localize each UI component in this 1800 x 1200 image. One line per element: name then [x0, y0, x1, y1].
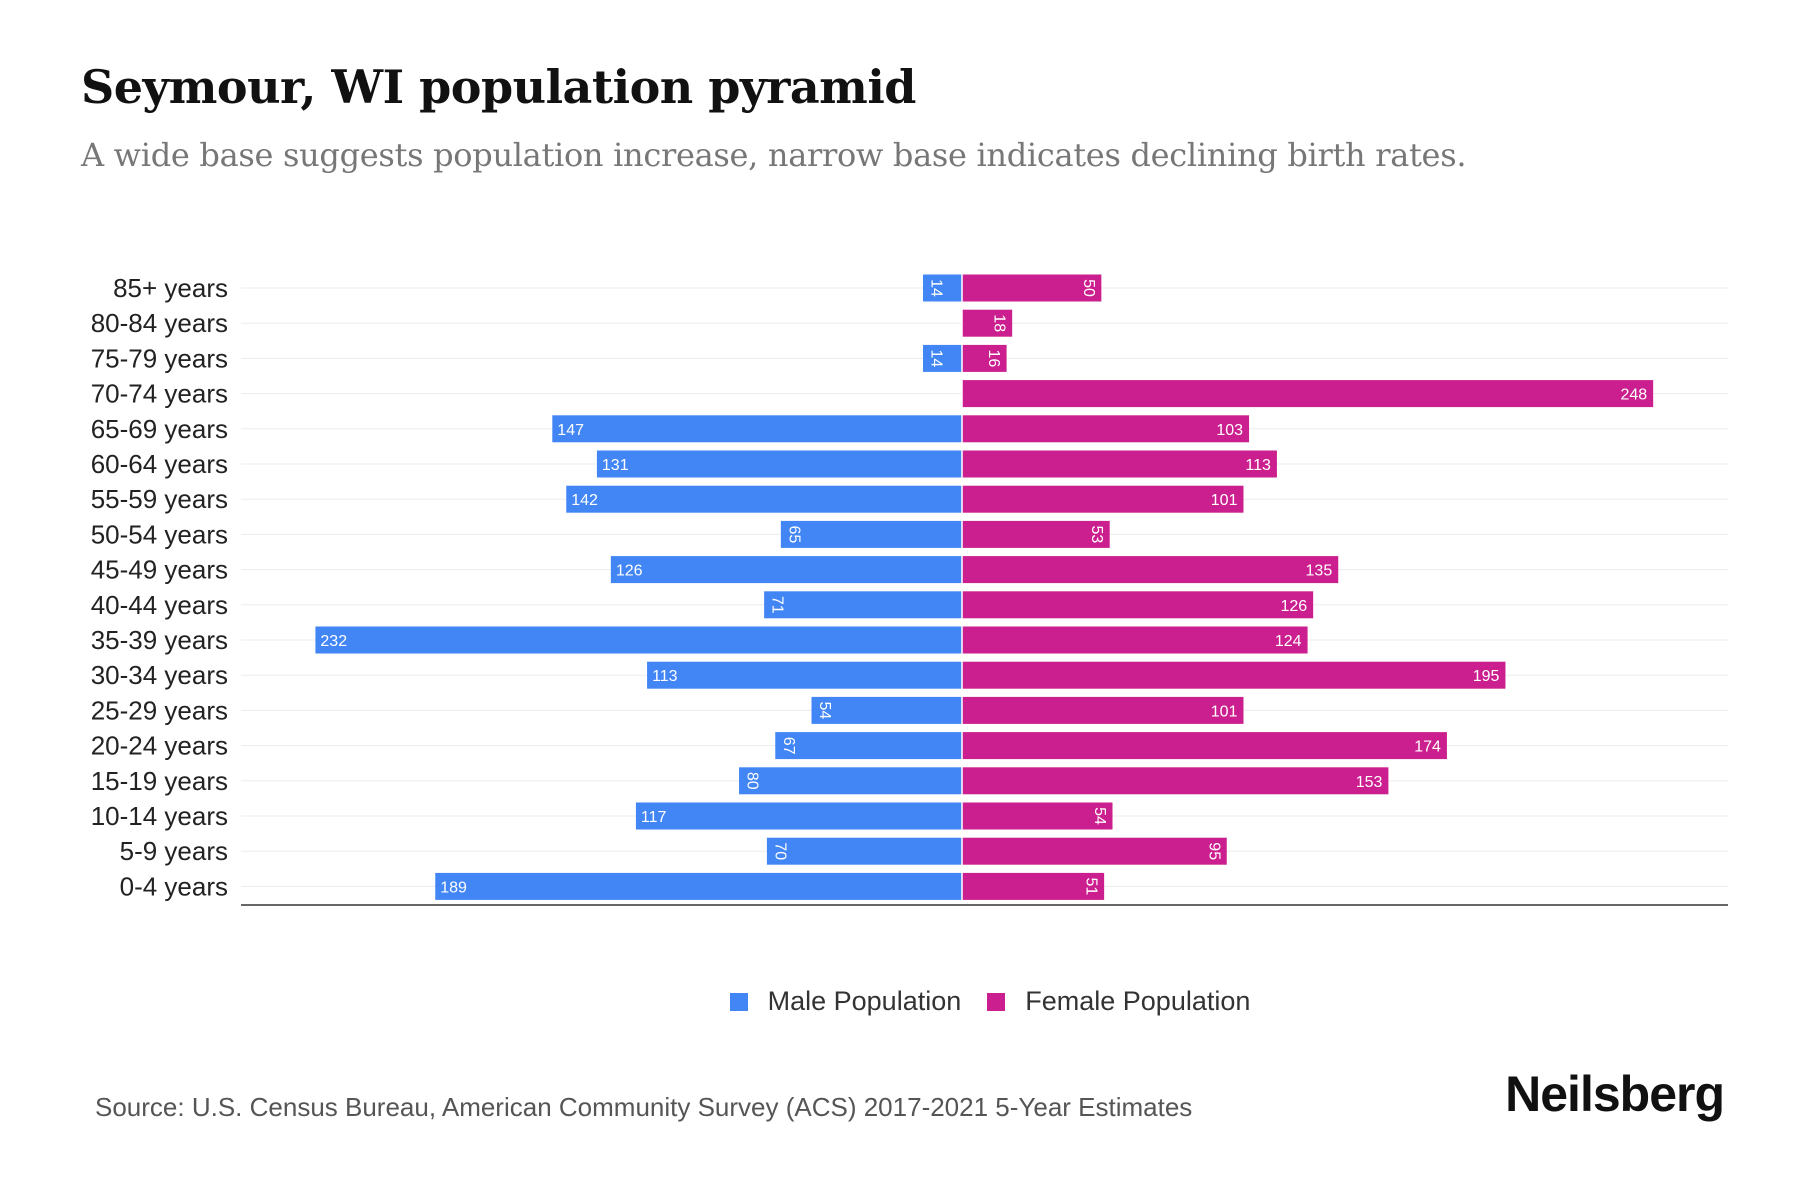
female-bar[interactable]: [962, 344, 1007, 372]
male-value-label: 14: [927, 279, 944, 297]
legend: Male Population Female Population: [0, 986, 1800, 1017]
female-value-label: 103: [1216, 422, 1243, 439]
y-tick-label: 20-24 years: [91, 731, 228, 761]
male-bar[interactable]: [635, 802, 962, 830]
y-tick-label: 50-54 years: [91, 519, 228, 549]
male-value-label: 147: [557, 422, 584, 439]
female-bar[interactable]: [962, 309, 1013, 337]
male-value-label: 67: [780, 737, 797, 755]
female-value-label: 51: [1083, 878, 1100, 896]
male-bar[interactable]: [610, 556, 962, 584]
male-value-label: 65: [785, 526, 802, 544]
female-bar[interactable]: [962, 274, 1102, 302]
male-bar[interactable]: [739, 767, 962, 795]
y-tick-label: 85+ years: [113, 273, 228, 303]
legend-swatch-male: [729, 992, 748, 1011]
y-tick-label: 35-39 years: [91, 625, 228, 655]
male-value-label: 189: [440, 879, 467, 896]
male-value-label: 80: [744, 772, 761, 790]
chart-subtitle: A wide base suggests population increase…: [81, 136, 1467, 174]
female-value-label: 95: [1205, 842, 1222, 860]
female-value-label: 124: [1275, 633, 1302, 650]
y-tick-label: 30-34 years: [91, 660, 228, 690]
female-value-label: 50: [1080, 279, 1097, 297]
female-bar[interactable]: [962, 802, 1113, 830]
male-bar[interactable]: [922, 344, 962, 372]
male-bar[interactable]: [811, 696, 962, 724]
female-bar[interactable]: [962, 626, 1308, 654]
chart-title: Seymour, WI population pyramid: [81, 60, 916, 114]
y-tick-label: 0-4 years: [120, 871, 228, 901]
male-bar[interactable]: [596, 450, 962, 478]
female-value-label: 248: [1620, 387, 1647, 404]
male-bar[interactable]: [435, 872, 963, 900]
male-bar[interactable]: [780, 520, 962, 548]
male-bar[interactable]: [922, 274, 962, 302]
female-bar[interactable]: [962, 556, 1339, 584]
neilsberg-logo: Neilsberg: [1505, 1066, 1725, 1122]
male-bar[interactable]: [566, 485, 962, 513]
female-value-label: 54: [1091, 807, 1108, 825]
y-tick-label: 10-14 years: [91, 801, 228, 831]
female-value-label: 195: [1473, 668, 1500, 685]
female-bar[interactable]: [962, 837, 1227, 865]
female-bar[interactable]: [962, 520, 1110, 548]
male-value-label: 71: [769, 596, 786, 614]
male-value-label: 54: [816, 702, 833, 720]
y-tick-label: 5-9 years: [120, 836, 228, 866]
female-bar[interactable]: [962, 450, 1277, 478]
male-value-label: 232: [320, 633, 347, 650]
legend-item-male[interactable]: Male Population: [729, 986, 962, 1017]
source-note: Source: U.S. Census Bureau, American Com…: [95, 1092, 1193, 1122]
y-tick-label: 55-59 years: [91, 484, 228, 514]
female-bar[interactable]: [962, 732, 1447, 760]
female-value-label: 53: [1088, 526, 1105, 544]
male-bar[interactable]: [315, 626, 962, 654]
male-value-label: 131: [602, 457, 629, 474]
male-bar[interactable]: [647, 661, 962, 689]
male-value-label: 117: [641, 809, 667, 826]
legend-label-male: Male Population: [767, 986, 962, 1016]
y-tick-label: 40-44 years: [91, 590, 228, 620]
legend-swatch-female: [987, 992, 1006, 1011]
male-value-label: 70: [771, 842, 788, 860]
female-bar[interactable]: [962, 380, 1654, 408]
female-value-label: 174: [1414, 739, 1441, 756]
y-tick-label: 45-49 years: [91, 555, 228, 585]
y-tick-label: 70-74 years: [91, 379, 228, 409]
female-value-label: 113: [1245, 457, 1271, 474]
legend-item-female[interactable]: Female Population: [987, 986, 1250, 1017]
female-bar[interactable]: [962, 696, 1244, 724]
male-value-label: 142: [571, 492, 598, 509]
female-value-label: 101: [1211, 492, 1238, 509]
female-value-label: 135: [1306, 563, 1333, 580]
y-tick-label: 80-84 years: [91, 308, 228, 338]
female-bar[interactable]: [962, 872, 1105, 900]
female-bar[interactable]: [962, 591, 1314, 619]
female-bar[interactable]: [962, 485, 1244, 513]
male-bar[interactable]: [764, 591, 962, 619]
female-value-label: 18: [991, 314, 1008, 332]
female-bar[interactable]: [962, 661, 1506, 689]
female-value-label: 101: [1211, 703, 1238, 720]
female-value-label: 16: [985, 350, 1002, 368]
y-tick-label: 75-79 years: [91, 343, 228, 373]
male-value-label: 113: [652, 668, 678, 685]
male-bar[interactable]: [766, 837, 962, 865]
male-bar[interactable]: [552, 415, 962, 443]
male-value-label: 14: [927, 350, 944, 368]
female-bar[interactable]: [962, 767, 1389, 795]
y-tick-label: 15-19 years: [91, 766, 228, 796]
legend-label-female: Female Population: [1025, 986, 1251, 1016]
y-tick-label: 65-69 years: [91, 414, 228, 444]
y-tick-label: 25-29 years: [91, 695, 228, 725]
male-bar[interactable]: [775, 732, 962, 760]
female-bar[interactable]: [962, 415, 1250, 443]
female-value-label: 126: [1280, 598, 1307, 615]
male-value-label: 126: [616, 563, 643, 580]
female-value-label: 153: [1356, 774, 1383, 791]
y-tick-label: 60-64 years: [91, 449, 228, 479]
